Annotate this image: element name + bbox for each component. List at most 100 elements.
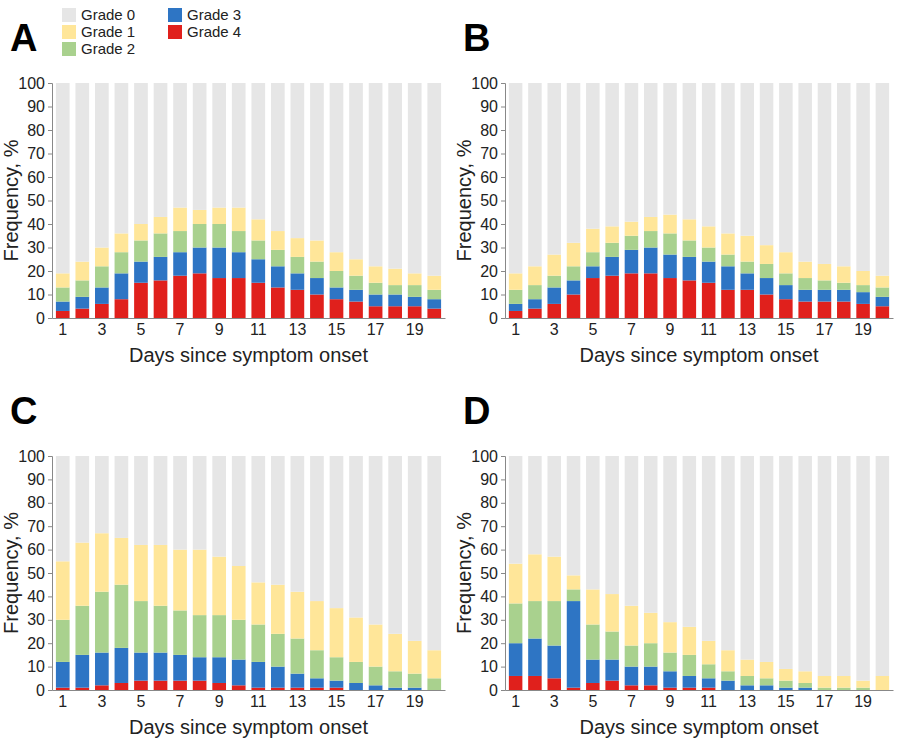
bar-segment [509, 273, 523, 289]
bar-segment [741, 236, 755, 262]
bar-segment [856, 83, 870, 271]
bar-segment [509, 603, 523, 643]
y-tick-mark [501, 318, 505, 319]
bar-segment [760, 245, 774, 264]
y-tick-mark [501, 271, 505, 272]
y-tick-mark [48, 224, 52, 225]
bar-segment [663, 278, 677, 318]
x-tick: 3 [97, 690, 106, 710]
y-tick-label: 20 [27, 635, 45, 652]
bar-segment [56, 83, 70, 273]
y-tick-label: 90 [27, 471, 45, 488]
bar-segment [75, 262, 89, 281]
bar-segment [291, 639, 305, 674]
bar-segment [193, 615, 207, 657]
y-tick-mark [48, 201, 52, 202]
y-tick-label: 10 [27, 658, 45, 675]
bar-segment [271, 585, 285, 634]
bar-segment [271, 250, 285, 266]
bar-segment [291, 273, 305, 289]
bar-segment [330, 252, 344, 271]
legend-label: Grade 1 [81, 23, 135, 40]
bar-segment [427, 276, 441, 290]
y-tick-mark [501, 690, 505, 691]
x-tick-label: 19 [406, 321, 424, 338]
y-axis: 0102030405060708090100 [471, 448, 505, 699]
x-tick: 15 [328, 690, 346, 710]
y-tick-label: 0 [36, 682, 45, 699]
bar-segment [271, 667, 285, 688]
x-tick-label: 13 [738, 321, 756, 338]
bar-segment [509, 676, 523, 690]
x-tick-label: 15 [328, 321, 346, 338]
bar-segment [154, 456, 168, 545]
bar-segment [605, 226, 619, 242]
bar-segment [741, 660, 755, 676]
bar-segment [193, 273, 207, 318]
bar-segment [856, 271, 870, 285]
y-tick: 70 [480, 518, 505, 535]
bar-segment [721, 671, 735, 680]
bar-segment [567, 456, 581, 575]
bar-segment [408, 641, 422, 674]
legend-item: Grade 4 [168, 23, 241, 40]
bar-segment [212, 83, 226, 208]
bar-segment [509, 311, 523, 318]
bar-segment [330, 681, 344, 688]
bar-segment [702, 226, 716, 247]
bar-segment [663, 456, 677, 622]
bar-segment [798, 671, 812, 683]
y-tick: 0 [489, 310, 505, 327]
bar-segment [134, 262, 148, 283]
bar-segment [369, 83, 383, 266]
bar-segment [663, 215, 677, 234]
x-tick-label: 11 [250, 321, 267, 338]
bar-segment [75, 297, 89, 309]
bar-segment [349, 617, 363, 661]
panel-label: A [10, 17, 37, 59]
bar-segment [702, 641, 716, 664]
bar-segment [427, 309, 441, 318]
bar-segment [75, 655, 89, 688]
bar-segment [760, 278, 774, 294]
y-tick-label: 100 [18, 448, 45, 465]
bar-segment [547, 287, 561, 303]
bar-segment [388, 634, 402, 671]
y-tick: 10 [480, 658, 505, 675]
x-tick-label: 11 [700, 693, 717, 710]
y-tick-mark [48, 248, 52, 249]
bar-segment [173, 231, 187, 252]
bar-segment [837, 302, 851, 318]
panel: 0102030405060708090100135791113151719Day… [0, 75, 446, 366]
bar-segment [154, 545, 168, 606]
bar-segment [644, 231, 658, 247]
bar-segment [212, 683, 226, 690]
y-tick: 0 [36, 310, 52, 327]
y-tick-label: 70 [480, 145, 498, 162]
x-axis: 135791113151719 [53, 690, 446, 710]
legend-item: Grade 1 [62, 23, 135, 40]
y-tick: 90 [480, 471, 505, 488]
bar-segment [388, 671, 402, 687]
bar-segment [388, 83, 402, 269]
x-tick-label: 15 [777, 321, 795, 338]
y-axis-line [48, 457, 53, 691]
y-tick-mark [48, 83, 52, 84]
bar-segment [95, 592, 109, 653]
bar-segment [369, 283, 383, 295]
bar-segment [75, 688, 89, 690]
y-tick-mark [48, 154, 52, 155]
legend: Grade 0Grade 1Grade 2Grade 3Grade 4 [62, 6, 241, 57]
bar-segment [547, 678, 561, 690]
bar-segment [567, 295, 581, 319]
x-tick-label: 13 [288, 321, 306, 338]
bar-segment [95, 685, 109, 690]
y-tick-label: 50 [27, 192, 45, 209]
bar-segment [567, 575, 581, 589]
x-tick: 9 [215, 318, 224, 338]
y-tick: 20 [480, 263, 505, 280]
y-tick: 100 [471, 448, 505, 465]
bar-segment [212, 278, 226, 318]
y-tick-mark [48, 596, 52, 597]
x-axis: 135791113151719 [506, 690, 894, 710]
